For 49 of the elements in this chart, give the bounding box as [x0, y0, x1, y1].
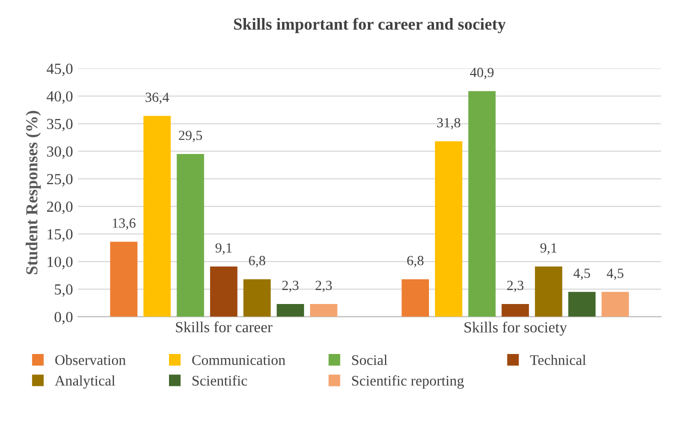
data-label: 2,3: [282, 280, 299, 292]
bar: [243, 279, 271, 317]
y-tick-label: 15,0: [48, 229, 73, 242]
bar: [276, 304, 304, 317]
bar: [568, 292, 596, 317]
bar: [310, 304, 338, 317]
y-tick-label: 30,0: [47, 146, 73, 159]
y-tick-label: 0,0: [54, 312, 73, 324]
bar: [534, 266, 562, 317]
bar: [143, 116, 171, 317]
bar: [602, 292, 629, 317]
bar: [110, 242, 138, 317]
legend-label: Analytical: [54, 375, 116, 389]
data-label: 36,4: [146, 92, 170, 104]
y-tick-label: 25,0: [47, 174, 73, 186]
data-label: 4,5: [574, 268, 590, 280]
legend-label: Communication: [192, 355, 286, 366]
y-tick-label: 45,0: [46, 64, 73, 76]
data-label: 31,8: [437, 118, 460, 130]
data-label: 2,3: [507, 280, 524, 292]
legend-label: Observation: [55, 354, 126, 366]
legend-label: Scientific: [192, 375, 248, 386]
y-tick-label: 20,0: [47, 202, 73, 214]
x-tick-label: Skills for society: [464, 322, 567, 336]
data-label: 40,9: [470, 68, 494, 80]
y-tick-label: 40,0: [46, 91, 73, 104]
data-label: 2,3: [316, 280, 332, 292]
y-axis-title: Student Responses (%): [26, 110, 41, 274]
bar: [468, 91, 496, 317]
data-label: 6,8: [248, 256, 266, 268]
bar: [402, 279, 429, 317]
bar: [434, 141, 462, 317]
bar: [502, 304, 529, 317]
bar: [210, 266, 238, 317]
data-label: 4,5: [606, 268, 624, 280]
bar: [176, 154, 204, 317]
data-label: 9,1: [216, 243, 232, 255]
data-label: 6,8: [407, 256, 424, 268]
data-label: 29,5: [178, 130, 202, 142]
y-tick-label: 5,0: [54, 284, 73, 297]
data-label: 9,1: [540, 243, 556, 255]
legend-label: Scientific reporting: [352, 375, 464, 389]
x-tick-label: Skills for career: [176, 321, 272, 332]
data-label: 13,6: [112, 218, 136, 230]
legend-label: Social: [352, 354, 388, 366]
y-tick-label: 35,0: [47, 118, 73, 132]
legend-label: Technical: [530, 354, 586, 366]
chart-title: Skills important for career and society: [234, 18, 506, 34]
y-tick-label: 10,0: [48, 256, 73, 270]
